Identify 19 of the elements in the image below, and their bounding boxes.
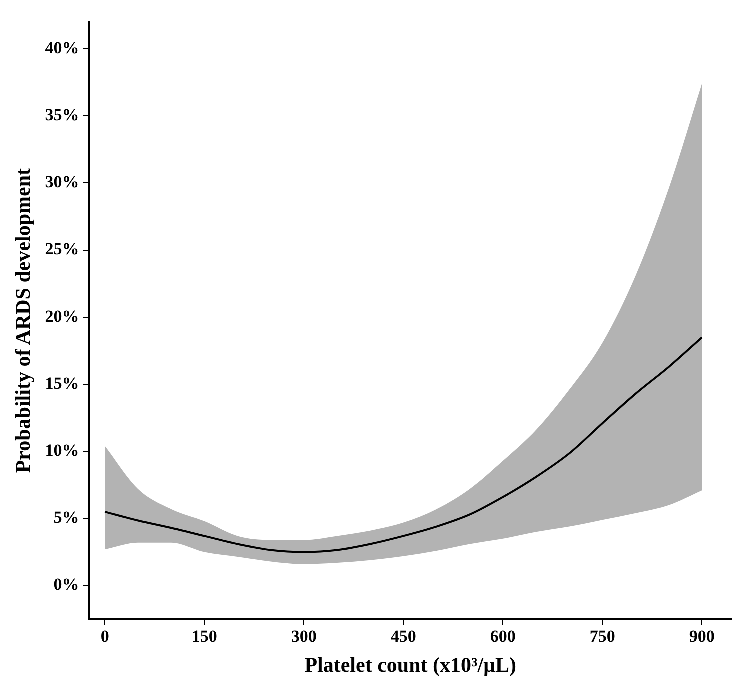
y-tick-label: 25% bbox=[45, 240, 80, 259]
y-tick-label: 35% bbox=[45, 106, 80, 125]
x-tick-label: 300 bbox=[291, 626, 317, 646]
y-tick-label: 20% bbox=[45, 306, 80, 326]
y-tick-label: 40% bbox=[45, 38, 80, 58]
y-tick-label: 0% bbox=[54, 575, 80, 594]
x-tick-label: 750 bbox=[590, 626, 616, 646]
x-tick-label: 600 bbox=[490, 626, 516, 646]
y-axis-title: Probability of ARDS development bbox=[11, 168, 36, 474]
y-tick-label: 5% bbox=[54, 508, 80, 528]
x-tick-label: 900 bbox=[689, 626, 715, 646]
x-axis-title: Platelet count (x10³/μL) bbox=[304, 652, 517, 677]
x-tick-label: 450 bbox=[390, 626, 416, 646]
x-tick-label: 150 bbox=[192, 626, 218, 646]
x-tick-label: 0 bbox=[100, 626, 110, 646]
y-tick-label: 15% bbox=[45, 374, 80, 393]
y-tick-label: 30% bbox=[45, 172, 80, 192]
line-series bbox=[104, 336, 704, 554]
y-tick-label: 10% bbox=[45, 441, 80, 460]
